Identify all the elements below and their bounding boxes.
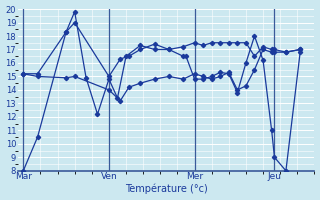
X-axis label: Température (°c): Température (°c) (124, 184, 207, 194)
